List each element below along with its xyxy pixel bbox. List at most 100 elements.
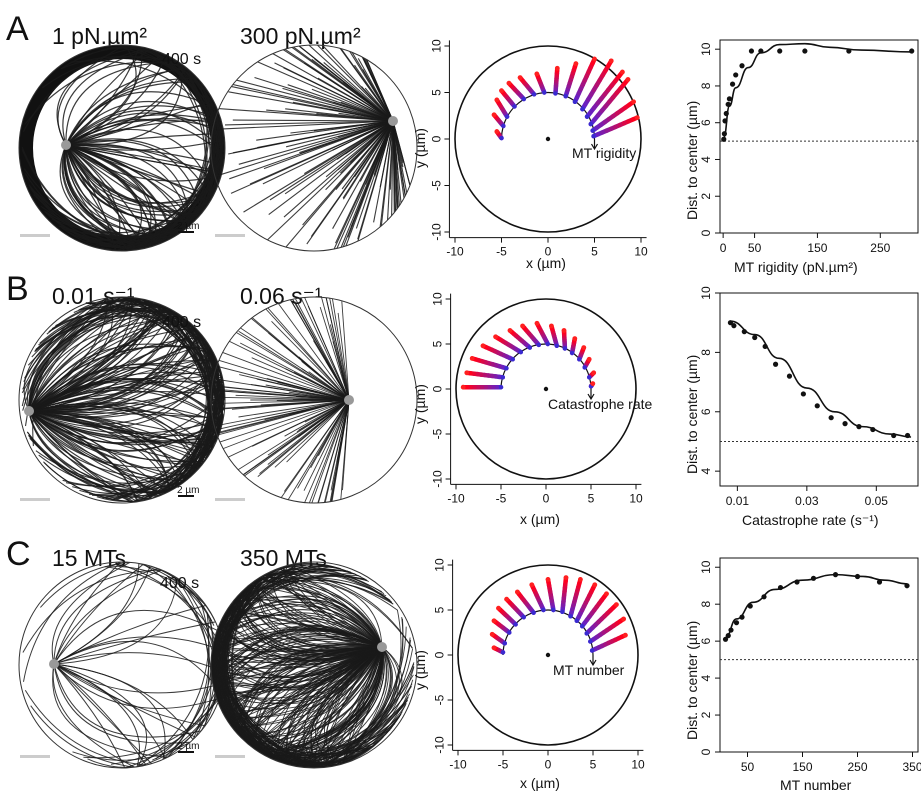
traj-b-ytick-label: -5 [431,428,445,439]
scale-label-c: 2 µm [177,741,199,752]
traj-annotation-c: MT number [553,662,625,678]
traj-b-xtick-label: 10 [629,491,643,505]
cell-boundary-b2 [210,296,418,504]
scale-label-b: 2 µm [177,485,199,496]
traj-a-center-point [545,136,551,142]
microtubule [268,120,394,216]
microtubule [329,399,350,503]
traj-a-xtick-label: -5 [496,245,507,259]
microtubule [211,332,350,401]
chart-xlabel-a: MT rigidity (pN.µm²) [734,259,858,275]
distance-chart-c: MT number Dist. to center (µm) 50 150 250 3… [684,557,921,793]
chart-c-data-point [725,633,731,639]
traj-a-end-point [499,88,504,94]
microtubule [211,345,350,401]
traj-c-start-point [584,631,589,636]
traj-b-ytick-label: -10 [431,470,445,488]
traj-b-start-point [554,343,559,348]
microtubule [377,120,394,245]
chart-b-data-point [891,432,897,439]
traj-c-start-point [574,618,579,623]
microtubule [211,355,350,401]
chart-c-xtick-label: 50 [741,760,755,774]
traj-b-end-point [464,370,470,376]
traj-b-start-point [527,345,532,350]
traj-b-start-point [498,385,504,390]
traj-b-start-point [518,349,523,355]
chart-a-data-point [723,110,729,117]
condition-label-b2: 0.06 s⁻¹ [240,283,323,309]
microtubule-bundle-a2 [211,45,417,251]
traj-b-xtick-label: -10 [447,491,465,505]
traj-b-start-point [577,357,582,362]
traj-c-start-point [502,641,507,646]
traj-b-start-point [545,341,550,347]
traj-b-end-point [572,336,578,341]
microtubule [239,342,350,401]
traj-a-ytick-label: 10 [429,39,443,53]
traj-ylabel-b: y (µm) [412,384,428,424]
microtubule [22,569,162,665]
traj-b-start-point [510,357,515,362]
microtubule [342,120,394,200]
traj-ylabel-c: y (µm) [412,650,428,690]
microtubule [274,62,394,122]
centrosome-a2 [388,116,398,126]
traj-c-end-point [614,602,619,607]
microtubule [226,399,350,478]
microtubule [65,144,223,216]
microtubule [53,575,217,665]
chart-a-data-point [777,48,783,54]
microtubule [285,297,350,401]
microtubule [343,120,394,251]
microtubule [219,120,394,130]
traj-c-ytick-label: -5 [433,694,447,705]
chart-a-ytick-label: 6 [699,119,713,126]
centrosome-a1 [61,140,71,150]
traj-a-start-point [572,99,578,105]
microtubule [285,120,394,148]
traj-b-ytick-label: 0 [431,385,445,392]
chart-a-ytick-label: 8 [699,82,713,89]
traj-b-end-point [561,328,567,333]
microtubule [316,112,394,122]
traj-c-start-point [513,622,518,627]
traj-c-end-point [621,616,626,622]
traj-b-end-point [549,323,554,329]
microtubule [230,85,394,122]
microtubule [228,120,394,155]
traj-a-start-point [553,91,558,96]
microtubule [211,381,350,401]
chart-b-data-point [800,391,806,397]
chart-c-data-point [876,579,883,585]
chart-b-fit-curve [730,320,912,438]
microtubule [251,357,350,401]
chart-c-ytick-label: 0 [699,748,713,755]
chart-b-data-point [904,432,911,439]
traj-c-xtick-label: 5 [590,757,597,771]
microtubule [307,305,350,401]
chart-c-data-point [733,620,740,626]
chart-b-xtick-label: 0.05 [865,494,889,508]
microtubule [257,399,350,477]
traj-b-end-point [460,384,466,390]
microtubule [334,120,394,251]
microtubule [307,399,350,503]
traj-a-start-point [501,123,506,129]
microtubule [336,120,394,160]
simulation-a1: 400 s 2 µm [18,44,226,252]
chart-c-ytick-label: 6 [699,637,713,644]
microtubule [337,312,350,401]
traj-a-start-point [591,134,596,139]
traj-a-xtick-label: 0 [545,245,552,259]
chart-a-ytick-label: 0 [699,229,713,236]
traj-c-end-point [496,605,501,611]
microtubule [57,45,184,146]
centrosome-b2 [344,395,354,405]
microtubule [53,612,217,738]
microtubule [269,120,394,201]
chart-a-data-point [802,48,808,54]
traj-c-ytick-label: 5 [433,606,447,613]
traj-c-start-point [541,607,546,613]
microtubule [213,582,383,683]
